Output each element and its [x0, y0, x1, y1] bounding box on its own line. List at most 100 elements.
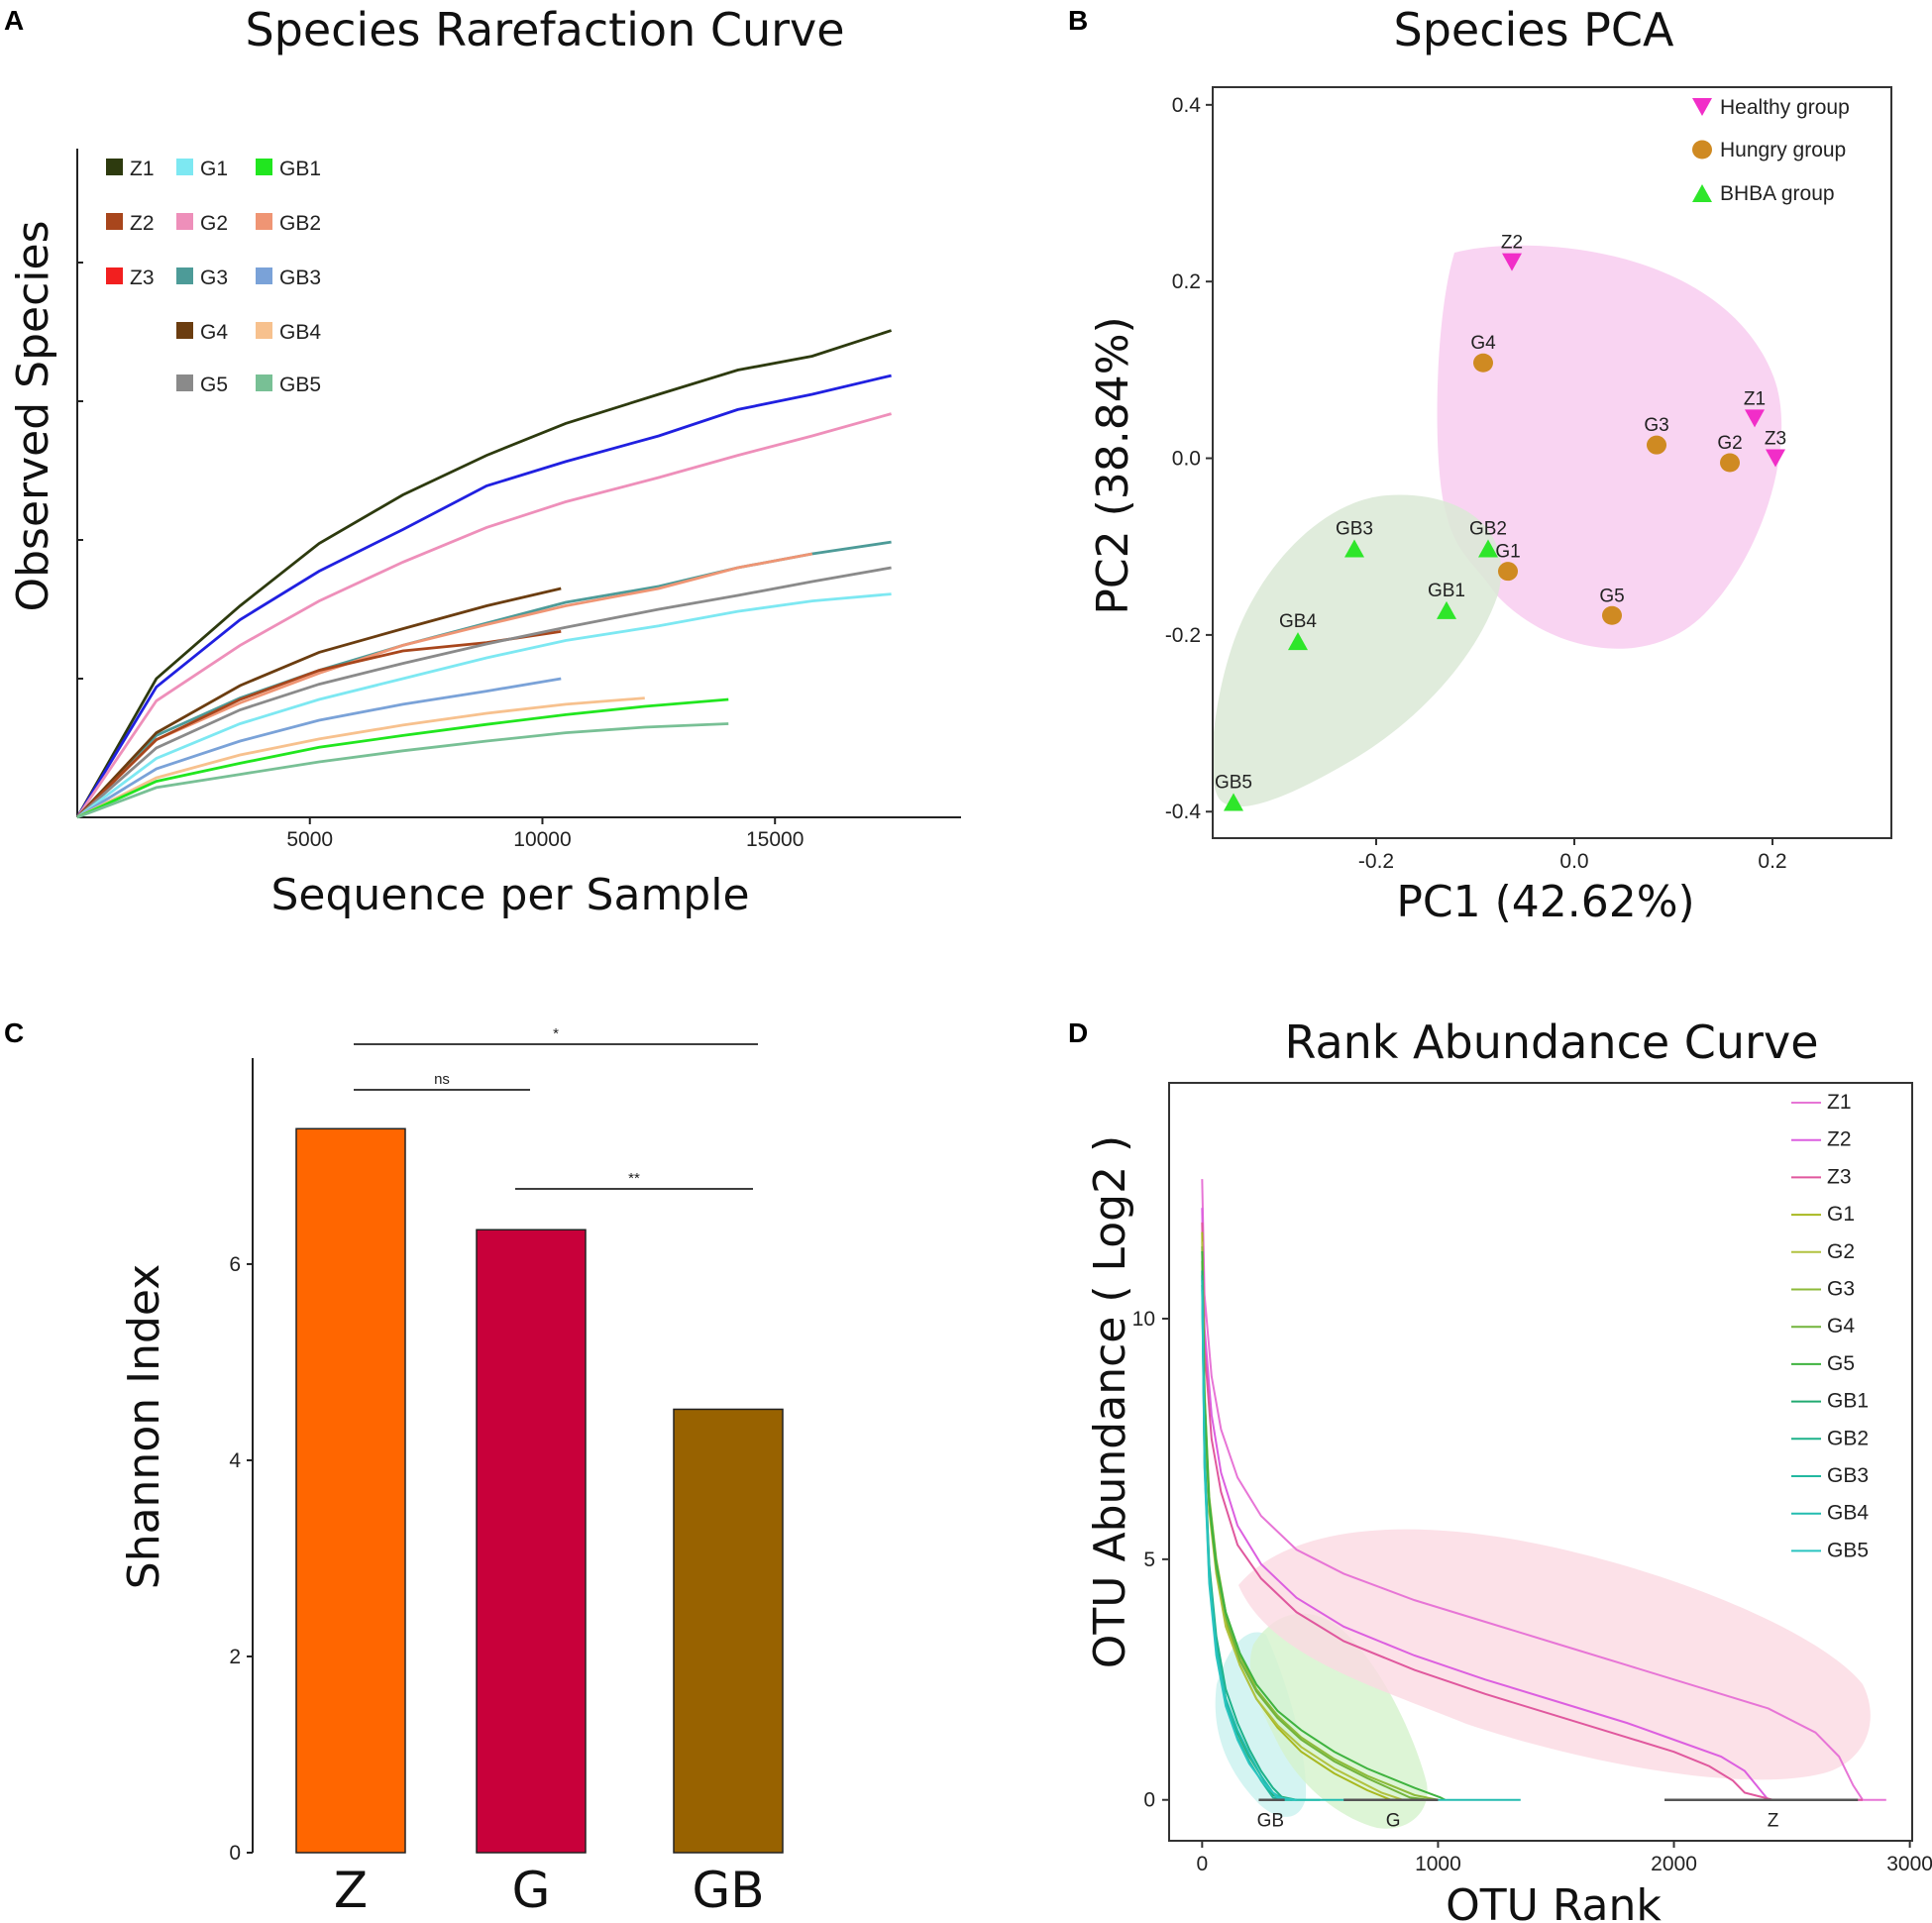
c-bar-Z: [295, 1127, 406, 1854]
b-point-GB2: [1478, 539, 1498, 558]
a-legend-label-GB5: GB5: [279, 374, 321, 396]
d-legend-label-GB1: GB1: [1827, 1390, 1869, 1413]
b-point-G4: [1473, 353, 1493, 373]
panel-b-title: Species PCA: [1394, 3, 1675, 56]
a-legend-swatch-Z2: [106, 213, 123, 230]
c-y-tick-label: 4: [229, 1449, 241, 1472]
d-legend-label-G4: G4: [1827, 1315, 1855, 1337]
d-legend-label-Z1: Z1: [1827, 1091, 1852, 1114]
b-legend-marker-1: [1692, 140, 1712, 160]
b-point-label-Z2: Z2: [1501, 233, 1523, 254]
b-point-label-GB1: GB1: [1428, 581, 1465, 601]
b-point-label-GB3: GB3: [1336, 519, 1373, 540]
d-y-tick-label: 10: [1132, 1308, 1155, 1331]
panel-b-y-label: PC2 (38.84%): [1088, 316, 1138, 614]
a-legend-swatch-G1: [176, 159, 193, 175]
b-point-GB3: [1344, 539, 1364, 558]
a-legend-swatch-Z1: [106, 159, 123, 175]
b-point-label-Z3: Z3: [1765, 429, 1786, 450]
a-x-tick-label: 10000: [513, 828, 571, 851]
a-legend-swatch-G2: [176, 213, 193, 230]
b-point-GB4: [1288, 632, 1308, 651]
a-legend-swatch-GB5: [256, 374, 272, 391]
b-y-tick-label: 0.4: [1172, 94, 1202, 117]
d-x-tick-label: 3000: [1886, 1853, 1932, 1875]
b-legend-label-1: Hungry group: [1720, 139, 1846, 161]
d-y-tick-label: 5: [1143, 1549, 1155, 1571]
a-series-line-G4: [75, 587, 562, 818]
a-series-line-G1: [76, 592, 892, 819]
a-legend-label-G4: G4: [200, 321, 228, 344]
c-x-tick-label-GB: GB: [692, 1862, 764, 1919]
panel-b: B Species PCA -0.2 0.0 0.2 0.4 0.2 0.0 -0.2 -0.…: [1068, 3, 1892, 927]
a-legend-swatch-GB1: [256, 159, 272, 175]
a-x-tick-label: 5000: [286, 828, 333, 851]
d-legend-label-G2: G2: [1827, 1240, 1855, 1263]
b-x-tick-label: -0.2: [1358, 850, 1394, 873]
panel-d-label: D: [1068, 1017, 1088, 1048]
b-legend-marker-2: [1692, 184, 1712, 202]
d-x-tick-label: 1000: [1415, 1853, 1461, 1875]
d-legend-label-GB5: GB5: [1827, 1539, 1869, 1561]
c-y-tick-label: 2: [229, 1646, 241, 1668]
a-legend-swatch-GB3: [256, 267, 272, 284]
b-point-GB1: [1437, 600, 1456, 619]
panel-a-x-label: Sequence per Sample: [270, 870, 749, 920]
a-legend-label-G2: G2: [200, 212, 228, 235]
a-legend-label-GB3: GB3: [279, 267, 321, 289]
b-y-tick-label: -0.2: [1165, 624, 1201, 647]
a-legend-label-GB4: GB4: [279, 321, 321, 344]
a-legend-label-Z3: Z3: [130, 267, 155, 289]
c-sig-label-0: *: [553, 1025, 559, 1042]
c-x-tick-label-Z: Z: [334, 1862, 368, 1919]
b-point-label-GB4: GB4: [1279, 611, 1317, 632]
a-legend-label-G5: G5: [200, 374, 228, 396]
a-legend-swatch-G5: [176, 374, 193, 391]
a-series-line-G5: [76, 566, 892, 819]
a-x-tick-label: 15000: [746, 828, 804, 851]
d-group-label-G: G: [1386, 1811, 1401, 1832]
a-series-line-GB2: [76, 552, 813, 818]
z-group-shade: [1238, 1529, 1871, 1780]
panel-a-title: Species Rarefaction Curve: [245, 3, 844, 56]
b-point-label-GB5: GB5: [1215, 772, 1252, 793]
b-y-tick-label: 0.2: [1172, 270, 1201, 293]
d-legend-label-Z2: Z2: [1827, 1128, 1852, 1151]
a-legend-swatch-GB4: [256, 322, 272, 339]
d-legend-label-GB4: GB4: [1827, 1502, 1869, 1525]
a-series-line-GB4: [76, 696, 645, 819]
d-legend-label-G5: G5: [1827, 1352, 1855, 1375]
a-legend-label-GB1: GB1: [279, 158, 321, 180]
a-series-line-GB1: [76, 697, 729, 819]
a-legend-label-GB2: GB2: [279, 212, 321, 235]
a-series-line-Z1: [75, 329, 893, 818]
b-legend-marker-0: [1692, 98, 1712, 116]
a-legend-label-G3: G3: [200, 267, 228, 289]
a-series-line-GB3: [76, 677, 562, 819]
d-series-line-Z2: [1201, 1208, 1863, 1801]
panel-a: A Species Rarefaction Curve 5000 10000 150…: [4, 3, 961, 920]
d-series-line-Z3: [1201, 1222, 1863, 1801]
b-y-tick-label: -0.4: [1165, 801, 1202, 823]
a-legend-swatch-Z3: [106, 267, 123, 284]
d-legend-label-Z3: Z3: [1827, 1165, 1852, 1188]
b-point-GB5: [1224, 793, 1243, 811]
a-legend-swatch-GB2: [256, 213, 272, 230]
d-legend-label-GB2: GB2: [1827, 1427, 1869, 1449]
a-legend-label-Z1: Z1: [130, 158, 155, 180]
healthy-group-hull: [1437, 245, 1782, 649]
b-x-tick-label: 0.2: [1758, 850, 1786, 873]
b-point-G5: [1602, 605, 1622, 625]
b-point-label-Z1: Z1: [1744, 388, 1766, 409]
b-point-Z2: [1502, 253, 1522, 271]
d-series-line-GB5: [1201, 1289, 1297, 1801]
b-x-tick-label: 0.0: [1559, 850, 1588, 873]
panel-d-title: Rank Abundance Curve: [1285, 1015, 1819, 1069]
a-series-line-G3: [75, 540, 892, 818]
panel-b-plot-frame: [1212, 86, 1892, 839]
c-y-tick-label: 6: [229, 1253, 241, 1276]
panel-b-label: B: [1068, 5, 1088, 36]
b-point-label-G4: G4: [1470, 333, 1496, 354]
bhba-group-hull: [1212, 494, 1502, 807]
